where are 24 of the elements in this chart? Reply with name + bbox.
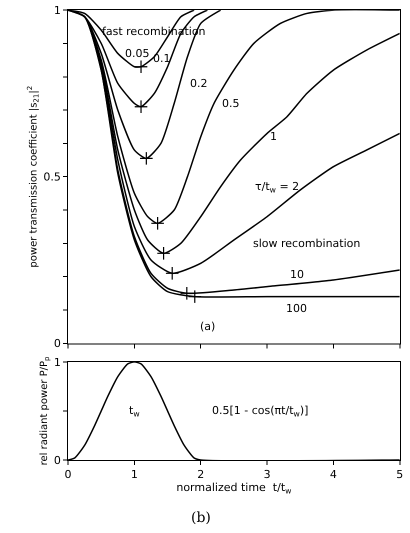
annotation: slow recombination xyxy=(253,237,360,250)
annotation: 0.05 xyxy=(125,47,150,60)
annotation: 0.5[1 - cos(πt/t$_{w}$)] xyxy=(212,404,308,418)
annotation: 100 xyxy=(286,302,307,315)
y-tick-label: 0 xyxy=(54,337,61,350)
annotation: (a) xyxy=(200,320,216,333)
x-tick-label: 5 xyxy=(396,468,404,482)
x-tick-label: 0 xyxy=(64,468,72,482)
y-tick-label: 0 xyxy=(54,454,61,467)
annotation: 0.2 xyxy=(190,77,208,90)
annotation: 1 xyxy=(270,130,277,143)
x-tick-label: 4 xyxy=(330,468,337,482)
x-tick-label: 1 xyxy=(130,468,138,482)
x-tick-label: 3 xyxy=(264,468,271,482)
y-tick-label: 1 xyxy=(54,356,61,369)
y-tick-label: 1 xyxy=(54,4,61,17)
annotation: τ/t$_{w}$ = 2 xyxy=(255,180,300,194)
x-axis-title: normalized time t/t$_{w}$ xyxy=(176,481,292,496)
y-tick-label: 0.5 xyxy=(43,170,61,184)
x-tick-label: 2 xyxy=(197,468,204,482)
annotation: 0.5 xyxy=(222,97,240,110)
text: (b) xyxy=(191,510,211,526)
annotation: t$_{w}$ xyxy=(129,404,140,418)
annotation: 10 xyxy=(290,268,304,281)
